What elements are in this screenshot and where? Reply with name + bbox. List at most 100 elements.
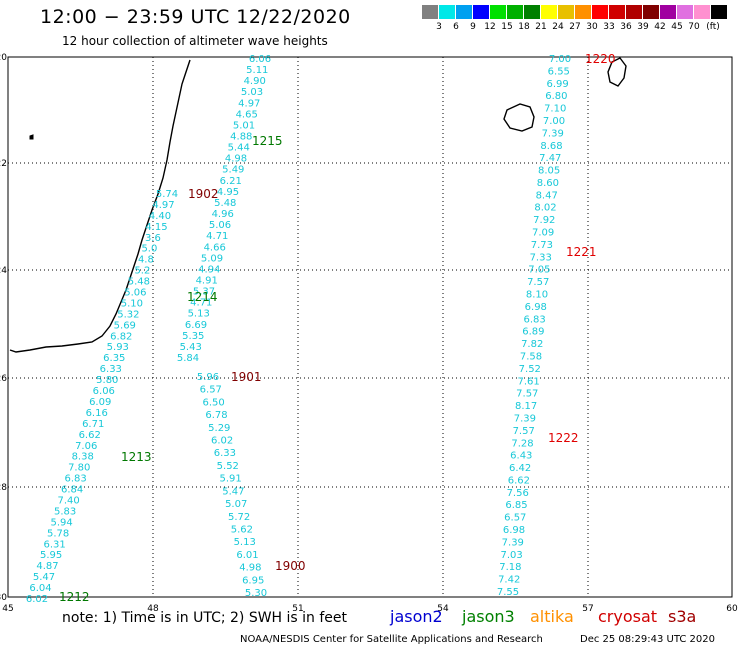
pass-time-label: 1902 (188, 187, 219, 201)
footnote: note: 1) Time is in UTC; 2) SWH is in fe… (62, 610, 348, 626)
longitude-label: 51 (292, 604, 303, 614)
color-scale-tick: 21 (535, 22, 547, 32)
wave-height-value: 5.47 (33, 572, 55, 583)
wave-height-value: 7.33 (530, 252, 552, 263)
axis-labels: 45 48 51 54 57 60 -20 -22 -24 -26 -28 -30 (0, 53, 738, 614)
wave-height-value: 7.10 (544, 104, 566, 115)
mauritius-island (607, 57, 627, 87)
wave-height-value: 4.96 (212, 209, 234, 220)
wave-height-value: 4.94 (198, 264, 220, 275)
wave-height-value: 7.47 (539, 153, 561, 164)
color-scale-tick: 70 (688, 22, 700, 32)
wave-height-value: 6.95 (242, 575, 264, 586)
wave-height-value: 5.93 (107, 342, 129, 353)
wave-height-value: 4.87 (36, 561, 58, 572)
wave-height-value: 6.09 (89, 397, 111, 408)
wave-height-value: 7.42 (498, 575, 520, 586)
satellite-legend-jason2: jason2 (390, 607, 443, 626)
wave-height-value: 5.43 (180, 342, 202, 353)
wave-height-value: 4.91 (196, 276, 218, 287)
wave-height-value: 5.37 (193, 287, 215, 298)
color-swatch (592, 5, 608, 19)
latitude-label: -30 (0, 593, 7, 603)
color-swatch (609, 5, 625, 19)
color-scale-tick: 15 (501, 22, 513, 32)
wave-height-value: 7.00 (543, 116, 565, 127)
color-swatch (422, 5, 438, 19)
pass-time-label: 1222 (548, 431, 579, 445)
wave-height-value: 7.00 (549, 54, 571, 65)
wave-height-value: 6.78 (205, 410, 227, 421)
wave-height-value: 6.55 (548, 66, 570, 77)
wave-height-value: 5.80 (96, 375, 118, 386)
wave-height-value: 6.02 (26, 594, 48, 605)
wave-height-value: 5.07 (225, 499, 247, 510)
wave-height-value: 7.40 (57, 496, 79, 507)
wave-height-value: 6.57 (504, 513, 526, 524)
wave-height-value: 6.71 (82, 419, 104, 430)
wave-height-value: 6.35 (103, 353, 125, 364)
wave-height-value: 6.02 (211, 436, 233, 447)
color-swatch (473, 5, 489, 19)
satellite-legend-s3a: s3a (668, 607, 697, 626)
wave-height-value: 7.73 (531, 240, 553, 251)
color-scale-tick: 45 (671, 22, 683, 32)
wave-height-value: 8.02 (534, 203, 556, 214)
wave-height-value: 5.78 (47, 528, 69, 539)
wave-height-value: 5.48 (128, 277, 150, 288)
color-scale-tick: 9 (470, 22, 476, 32)
coastline-layer (9, 57, 627, 353)
color-scale-tick: 27 (569, 22, 581, 32)
wave-height-value: 6.57 (200, 385, 222, 396)
wave-height-value: 7.39 (542, 128, 564, 139)
map-frame (7, 56, 733, 598)
wave-height-value: 4.97 (152, 200, 174, 211)
wave-height-value: 5.32 (117, 309, 139, 320)
wave-height-value: 6.83 (64, 474, 86, 485)
wave-height-value: 5.95 (40, 550, 62, 561)
color-swatch (439, 5, 455, 19)
color-swatch (575, 5, 591, 19)
wave-height-value: 7.39 (514, 414, 536, 425)
wave-height-value: 5.74 (156, 189, 178, 200)
pass-time-label: 1900 (275, 559, 306, 573)
color-scale-tick: 24 (552, 22, 564, 32)
wave-height-value: 6.42 (509, 463, 531, 474)
map-grid (7, 56, 733, 598)
wave-height-value: 5.48 (214, 198, 236, 209)
pass-time-label: 1901 (231, 370, 262, 384)
wave-height-value: 5.84 (177, 353, 199, 364)
small-island (29, 134, 34, 140)
wave-height-value: 5.06 (209, 220, 231, 231)
page-subtitle: 12 hour collection of altimeter wave hei… (62, 34, 328, 48)
madagascar-coastline (9, 59, 191, 353)
wave-height-value: 5.69 (114, 320, 136, 331)
wave-height-value: 6.69 (185, 320, 207, 331)
wave-height-value: 6.33 (100, 364, 122, 375)
wave-height-value: 7.05 (528, 265, 550, 276)
wave-height-value: 7.18 (499, 562, 521, 573)
wave-height-value: 6.01 (236, 550, 258, 561)
wave-height-value: 5.29 (208, 423, 230, 434)
longitude-label: 54 (437, 604, 449, 614)
wave-height-value: 6.89 (522, 327, 544, 338)
wave-height-value: 5.62 (231, 525, 253, 536)
wave-height-value: 6.06 (249, 54, 271, 65)
wave-height-value: 6.82 (110, 331, 132, 342)
wave-height-value: 5.52 (217, 461, 239, 472)
wave-height-value: 5.49 (222, 165, 244, 176)
wave-height-value: 8.38 (72, 452, 94, 463)
latitude-label: -26 (0, 374, 7, 384)
color-scale-tick: 3 (436, 22, 442, 32)
color-scale-tick: 33 (603, 22, 615, 32)
wave-height-value: 6.43 (510, 451, 532, 462)
page-title: 12:00 − 23:59 UTC 12/22/2020 (40, 6, 351, 28)
wave-height-value: 3.6 (145, 233, 161, 244)
wave-height-value: 5.10 (121, 299, 143, 310)
color-swatch (626, 5, 642, 19)
wave-height-value: 8.17 (515, 401, 537, 412)
longitude-label: 45 (2, 604, 13, 614)
color-swatch (694, 5, 710, 19)
wave-height-value: 4.71 (190, 298, 212, 309)
wave-height-value: 8.60 (537, 178, 559, 189)
